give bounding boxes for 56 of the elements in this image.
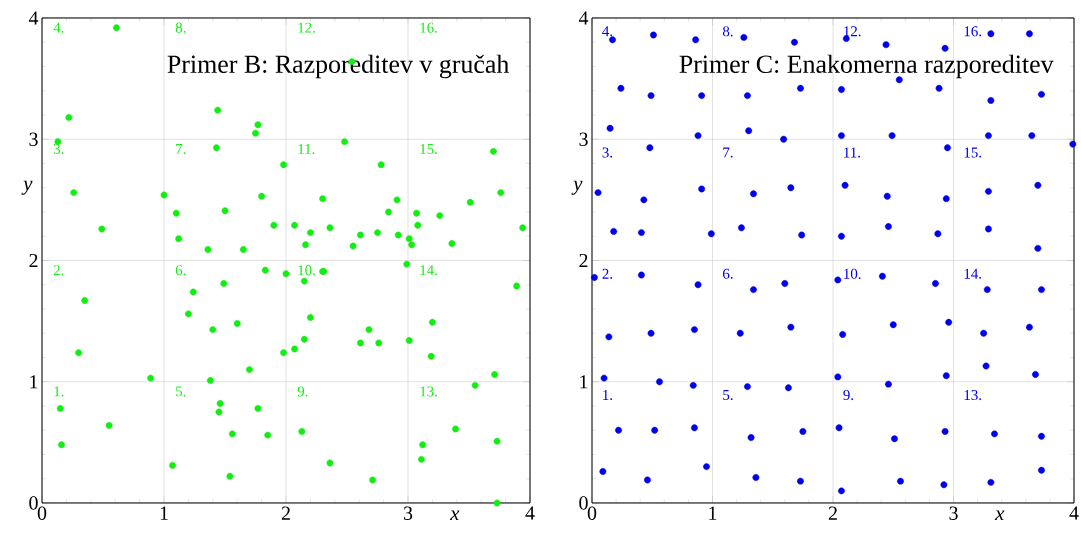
annotation: 13. [420,386,437,397]
annotation: 15. [420,143,437,154]
x-tick-label: 1 [160,506,168,520]
annotation: 4. [53,22,64,33]
annotation: 9. [297,386,308,397]
x-tick-label: 1 [709,506,717,520]
annotation: 11. [298,143,315,154]
y-axis-title: y [571,180,583,195]
y-tick-label: 2 [29,253,38,268]
y-tick-label: 1 [580,375,588,389]
x-tick-label: 3 [949,506,958,520]
y-tick-label: 4 [578,11,589,25]
annotation: 1. [54,386,64,397]
annotation: 3. [53,143,64,154]
x-axis-title: x [449,510,460,521]
x-tick-label: 2 [281,506,290,520]
annotation: 15. [964,147,982,158]
y-tick-label: 3 [579,132,588,146]
x-tick-label: 4 [525,506,535,520]
annotation: 4. [602,26,613,37]
annotation: 10. [298,265,315,276]
annotation: 2. [602,268,613,279]
annotation: 2. [53,265,64,276]
annotation: 1. [603,390,613,401]
annotation: 10. [844,268,861,279]
annotation: 8. [722,26,733,37]
annotation: 6. [175,265,186,276]
annotation: 8. [175,22,186,33]
y-tick-label: 3 [29,132,38,146]
annotation: 16. [964,26,982,37]
annotation: 6. [722,268,733,279]
annotation: 3. [602,147,613,158]
y-tick-label: 2 [579,253,588,268]
y-axis-title: y [21,180,33,195]
annotation: 5. [176,386,186,397]
y-tick-label: 1 [30,375,38,389]
annotation: 16. [420,22,437,33]
x-tick-label: 4 [1069,506,1079,520]
x-axis-title: x [994,510,1005,521]
annotation: 9. [843,390,854,401]
annotation: 14. [420,265,437,276]
y-tick-label: 4 [28,11,39,25]
annotation: 12. [844,26,861,37]
x-tick-label: 3 [403,506,413,520]
text: Primer B: Razporeditev v gručah [167,54,509,79]
annotation: 7. [176,143,186,154]
annotation: 13. [964,390,982,401]
annotation: 5. [723,390,733,401]
annotation: 14. [964,268,982,279]
annotation: 11. [844,147,860,158]
y-tick-label: 0 [29,496,38,510]
y-tick-label: 0 [579,496,588,510]
text: Primer C: Enakomerna razporeditev [679,54,1054,79]
annotation: 12. [298,22,315,33]
annotation: 7. [723,147,733,158]
x-tick-label: 2 [828,506,837,520]
